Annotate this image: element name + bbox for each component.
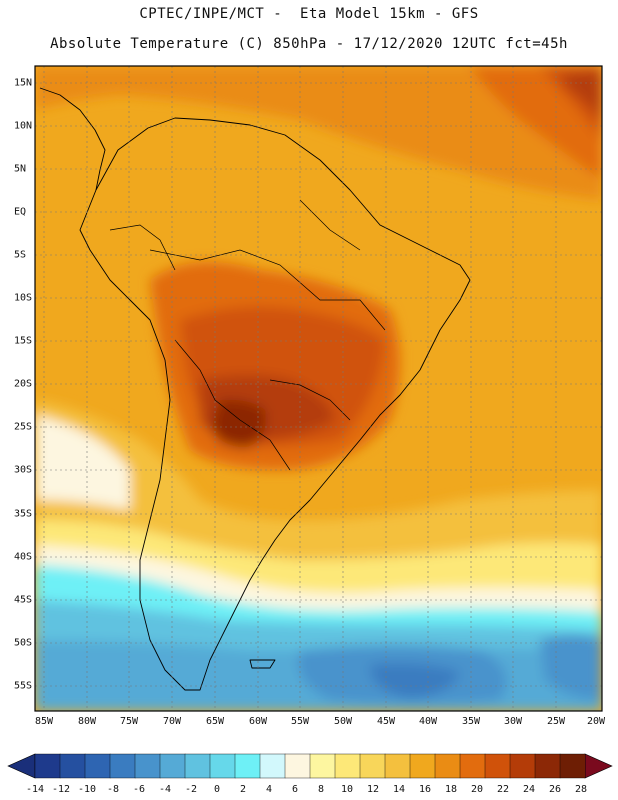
lon-label: 65W xyxy=(205,716,225,727)
colorbar-label: 16 xyxy=(418,784,432,795)
country-borders xyxy=(109,199,386,471)
colorbar-segment xyxy=(159,753,186,779)
colorbar-over-arrow xyxy=(584,753,613,779)
colorbar-segment xyxy=(134,753,161,779)
lat-label: 40S xyxy=(14,551,33,563)
central-america-coast xyxy=(39,87,106,191)
colorbar-label: 12 xyxy=(366,784,380,795)
lat-label: 50S xyxy=(14,637,33,649)
colorbar-segment xyxy=(109,753,136,779)
colorbar-label: -14 xyxy=(25,784,45,795)
lon-label: 80W xyxy=(77,716,97,727)
colorbar-label: -2 xyxy=(184,784,198,795)
lat-label: EQ xyxy=(14,206,27,218)
colorbar-segment xyxy=(559,753,586,779)
field-atlantic-24 xyxy=(560,70,602,120)
colorbar-segment xyxy=(259,753,286,779)
lon-label: 35W xyxy=(461,716,481,727)
lon-label: 50W xyxy=(333,716,353,727)
lat-label: 10S xyxy=(14,292,33,304)
colorbar-label: -12 xyxy=(51,784,71,795)
lat-label: 10N xyxy=(14,120,33,132)
colorbar-label: -10 xyxy=(77,784,97,795)
colorbar-segment xyxy=(334,753,361,779)
colorbar-label: 14 xyxy=(392,784,406,795)
colorbar-label: -8 xyxy=(106,784,120,795)
border-east xyxy=(269,379,351,421)
lon-label: 30W xyxy=(503,716,523,727)
colorbar-segment xyxy=(184,753,211,779)
lat-label: 25S xyxy=(14,421,33,433)
colorbar-segment xyxy=(534,753,561,779)
colorbar-segment xyxy=(434,753,461,779)
lat-label: 15S xyxy=(14,335,33,347)
colorbar-segment xyxy=(509,753,536,779)
colorbar-segment xyxy=(309,753,336,779)
colorbar-segment xyxy=(409,753,436,779)
colorbar-label: 0 xyxy=(213,784,221,795)
lon-label: 25W xyxy=(546,716,566,727)
lon-label: 20W xyxy=(586,716,606,727)
colorbar-label: 26 xyxy=(548,784,562,795)
lon-label: 75W xyxy=(119,716,139,727)
lon-label: 70W xyxy=(162,716,182,727)
colorbar-segment xyxy=(384,753,411,779)
lon-label: 40W xyxy=(418,716,438,727)
temperature-field xyxy=(35,66,602,711)
colorbar-label: 4 xyxy=(265,784,273,795)
colorbar-label: 28 xyxy=(574,784,588,795)
lat-label: 55S xyxy=(14,680,33,692)
field-chaco-26 xyxy=(212,399,266,448)
south-america-coast xyxy=(79,117,471,691)
colorbar-label: -6 xyxy=(132,784,146,795)
field-cold-east-minus6 xyxy=(540,635,602,700)
colorbar-label: 2 xyxy=(239,784,247,795)
colorbar-label: 10 xyxy=(340,784,354,795)
colorbar-segment xyxy=(284,753,311,779)
colorbar-label: 22 xyxy=(496,784,510,795)
colorbar-segment xyxy=(34,753,61,779)
lat-label: 35S xyxy=(14,508,33,520)
falklands xyxy=(249,659,276,669)
border-north xyxy=(149,249,386,331)
map-frame xyxy=(34,65,603,712)
colorbar-label: 20 xyxy=(470,784,484,795)
lon-label: 60W xyxy=(248,716,268,727)
lat-label: 5S xyxy=(14,249,27,261)
field-pacific-6 xyxy=(35,415,130,510)
border-guianas xyxy=(299,199,361,251)
lat-label: 30S xyxy=(14,464,33,476)
colorbar-under-arrow xyxy=(7,753,36,779)
border-central xyxy=(174,339,291,471)
field-cold-core-minus8 xyxy=(370,663,460,698)
colorbar-segment xyxy=(84,753,111,779)
colorbar-segment xyxy=(234,753,261,779)
colorbar-segment xyxy=(59,753,86,779)
colorbar-label: -4 xyxy=(158,784,172,795)
lon-label: 45W xyxy=(376,716,396,727)
colorbar-segment xyxy=(359,753,386,779)
colorbar-label: 6 xyxy=(291,784,299,795)
chart-title: CPTEC/INPE/MCT - Eta Model 15km - GFS xyxy=(139,6,479,22)
lon-label: 85W xyxy=(34,716,54,727)
colorbar-segment xyxy=(484,753,511,779)
coastlines xyxy=(39,87,471,691)
colorbar-label: 24 xyxy=(522,784,536,795)
lat-label: 15N xyxy=(14,77,33,89)
colorbar-label: 18 xyxy=(444,784,458,795)
colorbar xyxy=(7,753,613,779)
lon-label: 55W xyxy=(290,716,310,727)
lat-label: 5N xyxy=(14,163,27,175)
chart-subtitle: Absolute Temperature (C) 850hPa - 17/12/… xyxy=(50,36,568,52)
lat-label: 45S xyxy=(14,594,33,606)
colorbar-segment xyxy=(209,753,236,779)
border-andes xyxy=(109,224,176,271)
colorbar-segment xyxy=(459,753,486,779)
lat-label: 20S xyxy=(14,378,33,390)
colorbar-label: 8 xyxy=(317,784,325,795)
field-north-18 xyxy=(35,66,602,200)
